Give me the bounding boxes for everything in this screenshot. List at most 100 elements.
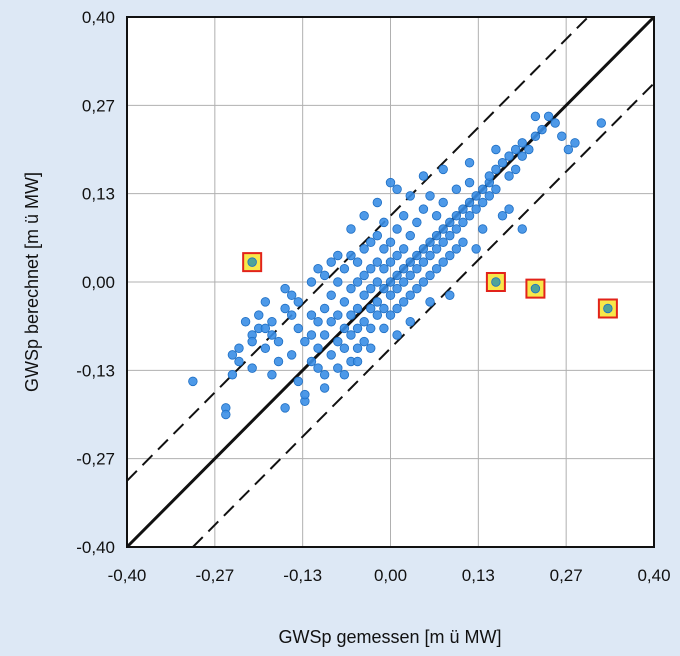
- data-point: [313, 363, 323, 373]
- data-point: [398, 264, 409, 274]
- data-point: [234, 356, 244, 367]
- x-tick-label: 0,27: [550, 566, 583, 585]
- data-point: [405, 257, 415, 267]
- data-point: [280, 303, 290, 314]
- data-point: [352, 277, 363, 287]
- data-point: [359, 211, 369, 221]
- data-point: [385, 277, 396, 287]
- data-point: [372, 197, 383, 208]
- data-point: [524, 144, 534, 155]
- data-point: [273, 336, 284, 347]
- data-point: [530, 111, 541, 122]
- data-point: [306, 356, 317, 367]
- data-point: [438, 224, 448, 234]
- data-point: [451, 224, 462, 234]
- data-point: [398, 211, 409, 221]
- data-point: [339, 264, 350, 274]
- data-point: [405, 290, 415, 300]
- data-point: [319, 270, 330, 281]
- data-point: [326, 290, 336, 300]
- data-point: [372, 230, 383, 241]
- data-point: [478, 224, 488, 234]
- data-point: [319, 303, 330, 314]
- data-point: [412, 283, 422, 294]
- data-point: [359, 336, 369, 347]
- data-point: [478, 197, 488, 208]
- data-point: [379, 244, 389, 254]
- data-point: [385, 237, 396, 247]
- data-point: [392, 330, 402, 340]
- data-point: [359, 244, 369, 254]
- data-point: [491, 184, 501, 194]
- data-point: [333, 250, 343, 261]
- data-point: [260, 343, 271, 353]
- data-point: [510, 144, 521, 155]
- data-point: [491, 144, 501, 155]
- data-point: [543, 111, 554, 122]
- data-point: [372, 297, 383, 307]
- y-tick-label: 0,40: [82, 8, 115, 27]
- data-point: [280, 403, 290, 413]
- data-point: [247, 363, 257, 373]
- data-point: [326, 350, 336, 360]
- data-point: [372, 310, 383, 320]
- data-point: [510, 164, 521, 175]
- data-point: [267, 317, 277, 327]
- y-tick-label: 0,00: [82, 273, 115, 292]
- data-point: [445, 217, 455, 228]
- data-point: [471, 244, 481, 254]
- data-point: [313, 317, 323, 327]
- data-point: [273, 356, 284, 367]
- data-point: [379, 283, 389, 294]
- x-axis-label: GWSp gemessen [m ü MW]: [278, 627, 501, 647]
- data-point: [372, 257, 383, 267]
- data-point: [484, 191, 495, 201]
- data-point: [385, 310, 396, 320]
- data-point: [326, 317, 336, 327]
- data-point: [418, 257, 429, 267]
- data-point: [254, 310, 264, 320]
- data-point: [438, 257, 448, 267]
- data-point: [398, 297, 409, 307]
- data-point: [352, 303, 363, 314]
- data-point: [385, 177, 396, 188]
- data-point: [484, 171, 495, 181]
- data-point: [240, 317, 251, 327]
- data-point: [570, 138, 580, 148]
- data-point: [398, 244, 409, 254]
- data-point: [504, 204, 514, 214]
- data-point: [471, 204, 481, 214]
- data-point: [445, 230, 455, 241]
- data-point: [445, 250, 455, 261]
- data-point: [286, 350, 297, 360]
- data-point: [300, 389, 310, 400]
- data-point: [333, 363, 343, 373]
- data-point: [352, 323, 363, 334]
- y-tick-label: -0,40: [76, 538, 115, 557]
- data-point: [260, 323, 271, 334]
- data-point: [438, 197, 448, 208]
- data-point: [221, 409, 231, 420]
- data-point: [517, 151, 527, 161]
- data-point: [431, 211, 442, 221]
- data-point: [319, 383, 330, 393]
- data-point: [425, 270, 435, 281]
- data-point: [438, 164, 448, 175]
- data-point: [280, 283, 290, 294]
- data-point: [425, 191, 435, 201]
- data-point: [379, 264, 389, 274]
- y-tick-label: 0,27: [82, 96, 115, 115]
- data-point: [319, 370, 330, 380]
- data-point: [385, 257, 396, 267]
- data-points: [188, 111, 607, 420]
- x-tick-label: -0,13: [283, 566, 322, 585]
- data-point: [412, 250, 422, 261]
- x-tick-label: -0,27: [195, 566, 234, 585]
- data-point: [306, 310, 317, 320]
- data-point: [412, 217, 422, 228]
- data-point: [471, 191, 481, 201]
- data-point: [458, 237, 468, 247]
- data-point: [379, 217, 389, 228]
- data-point: [464, 158, 475, 168]
